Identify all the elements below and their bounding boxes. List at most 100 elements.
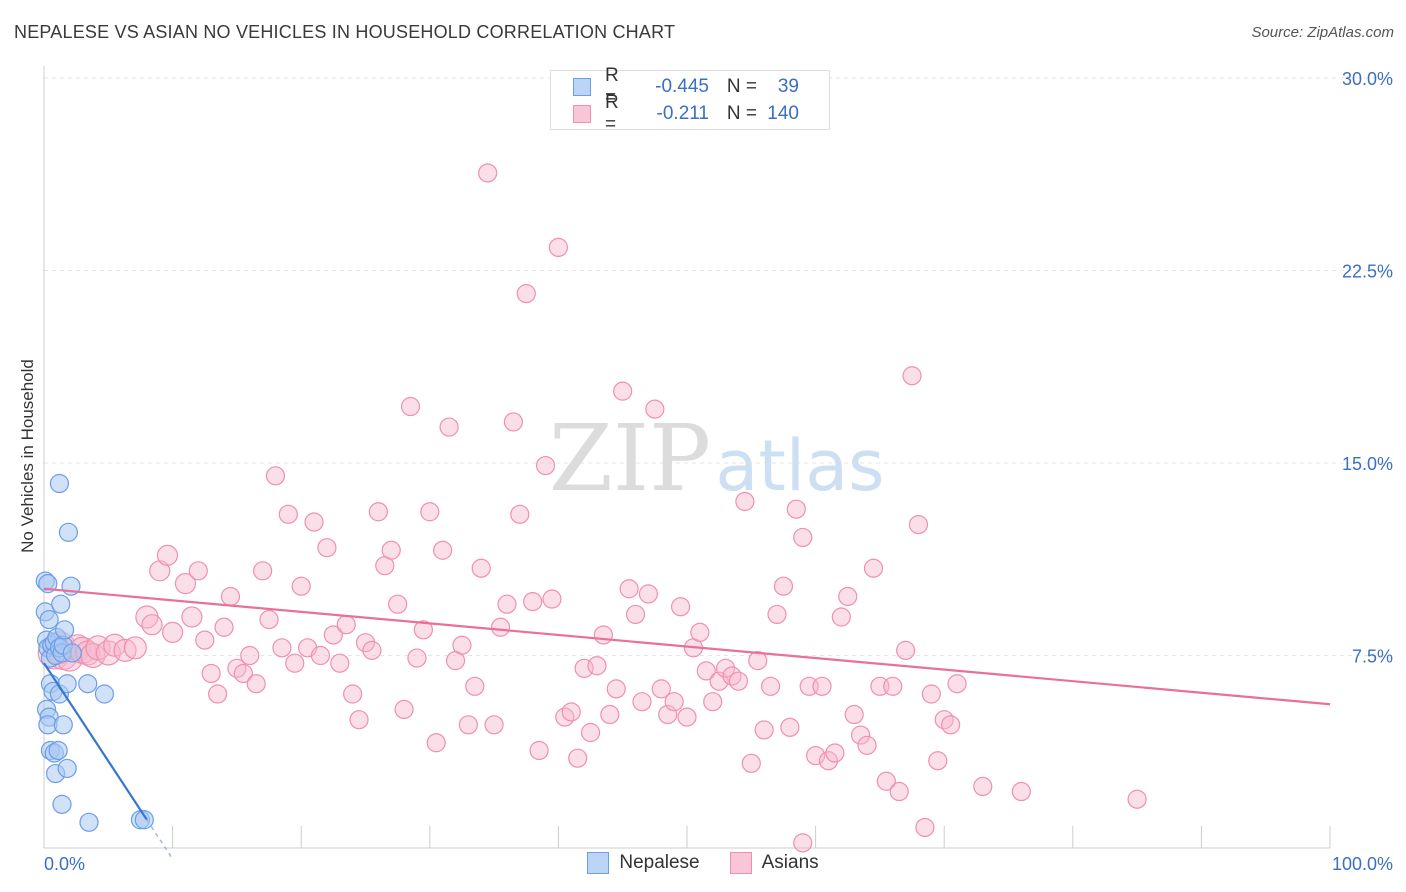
nepalese-point	[49, 473, 70, 494]
tick-labels: 7.5% 15.0% 22.5% 30.0% 0.0% 100.0%	[44, 69, 1393, 874]
asians-point	[947, 674, 967, 694]
asians-point	[362, 640, 382, 660]
legend-item-asians[interactable]: Asians	[729, 852, 819, 874]
r-label: R =	[605, 65, 619, 108]
asians-point	[600, 704, 620, 725]
asians-point	[542, 589, 562, 609]
asians-point	[523, 591, 543, 612]
asians-point	[568, 748, 588, 768]
asians-point	[413, 620, 433, 640]
asians-point	[343, 684, 363, 704]
y-tick-label: 7.5%	[1352, 647, 1393, 667]
asians-point	[394, 699, 414, 720]
asians-point	[876, 771, 896, 791]
n-value: 140	[767, 103, 799, 124]
asians-point	[908, 514, 929, 535]
asians-point	[902, 366, 922, 386]
asians-point	[812, 676, 832, 696]
nepalese-regression-line	[43, 662, 148, 821]
asians-point	[741, 753, 761, 773]
asians-point	[645, 399, 665, 419]
asians-point	[458, 715, 478, 735]
asians-point	[323, 625, 343, 645]
asians-point	[227, 658, 247, 678]
nepalese-point	[134, 810, 154, 830]
y-tick-label: 15.0%	[1342, 454, 1393, 474]
correlation-legend: R = -0.445 N = 39 R = -0.211 N = 140	[550, 65, 830, 135]
asians-point	[368, 502, 388, 522]
asians-point	[188, 561, 208, 581]
n-label: N =	[726, 76, 757, 97]
chart-title: NEPALESE VS ASIAN NO VEHICLES IN HOUSEHO…	[14, 22, 676, 42]
asians-point	[201, 663, 221, 684]
legend-item-nepalese[interactable]: Nepalese	[587, 852, 700, 874]
asians-point	[934, 710, 954, 730]
asians-point	[619, 579, 639, 599]
asians-point	[253, 561, 273, 581]
nepalese-point	[78, 674, 98, 694]
asians-point	[208, 684, 228, 704]
nepalese-point	[62, 643, 82, 663]
asians-point	[272, 638, 292, 658]
asians-point	[735, 491, 755, 512]
asians-point	[805, 745, 826, 766]
asians-point	[613, 381, 633, 401]
asians-point	[677, 707, 697, 727]
asians-point	[780, 717, 800, 737]
asians-point	[889, 781, 909, 802]
nepalese-points	[35, 473, 154, 832]
nepalese-point	[79, 812, 99, 832]
x-tick-label: 100.0%	[1332, 854, 1393, 874]
asians-point	[330, 653, 350, 673]
asians-regression-line	[43, 587, 1331, 706]
asians-point	[638, 584, 659, 604]
nepalese-point	[94, 684, 115, 704]
asians-point	[233, 663, 253, 684]
asians-point	[786, 499, 806, 519]
watermark-atlas: atlas	[715, 425, 884, 507]
asians-point	[851, 725, 871, 745]
asians-point	[310, 645, 331, 666]
asians-point	[838, 586, 858, 607]
asians-point	[478, 163, 498, 183]
asians-point	[240, 645, 260, 666]
asians-point	[760, 676, 781, 696]
nepalese-point	[51, 594, 71, 614]
n-value: 39	[777, 76, 799, 97]
asians-point	[928, 751, 948, 771]
y-tick-label: 30.0%	[1342, 69, 1393, 89]
nepalese-point	[53, 715, 73, 735]
asians-point	[548, 237, 569, 257]
asians-point	[715, 658, 736, 678]
asians-point	[857, 735, 877, 755]
r-value: -0.211	[656, 103, 709, 124]
asians-point	[883, 676, 903, 696]
nepalese-point	[39, 609, 59, 630]
asians-point	[407, 648, 427, 668]
source-credit: Source: ZipAtlas.com	[1251, 24, 1394, 41]
nepalese-point	[48, 740, 68, 761]
nepalese-point	[52, 794, 72, 814]
gridlines	[44, 77, 1394, 656]
asians-point	[921, 684, 941, 704]
asians-point	[767, 604, 787, 625]
asians-point	[625, 604, 646, 625]
nepalese-point	[38, 574, 58, 594]
asians-point	[670, 597, 691, 617]
asians-point	[748, 651, 768, 671]
asians-point	[220, 586, 241, 607]
asians-point	[516, 284, 536, 304]
asians-point	[754, 720, 774, 740]
asians-point	[664, 692, 684, 712]
asians-point	[426, 733, 446, 753]
asians-point	[941, 715, 961, 735]
asians-point	[606, 679, 626, 699]
r-label: R =	[605, 92, 619, 135]
asians-point	[818, 751, 839, 771]
asians-point	[696, 661, 716, 681]
legend-label-asians: Asians	[761, 852, 819, 873]
asians-point	[265, 466, 286, 486]
asians-point	[336, 615, 356, 635]
asians-point	[561, 702, 581, 722]
asians-point	[285, 653, 305, 673]
